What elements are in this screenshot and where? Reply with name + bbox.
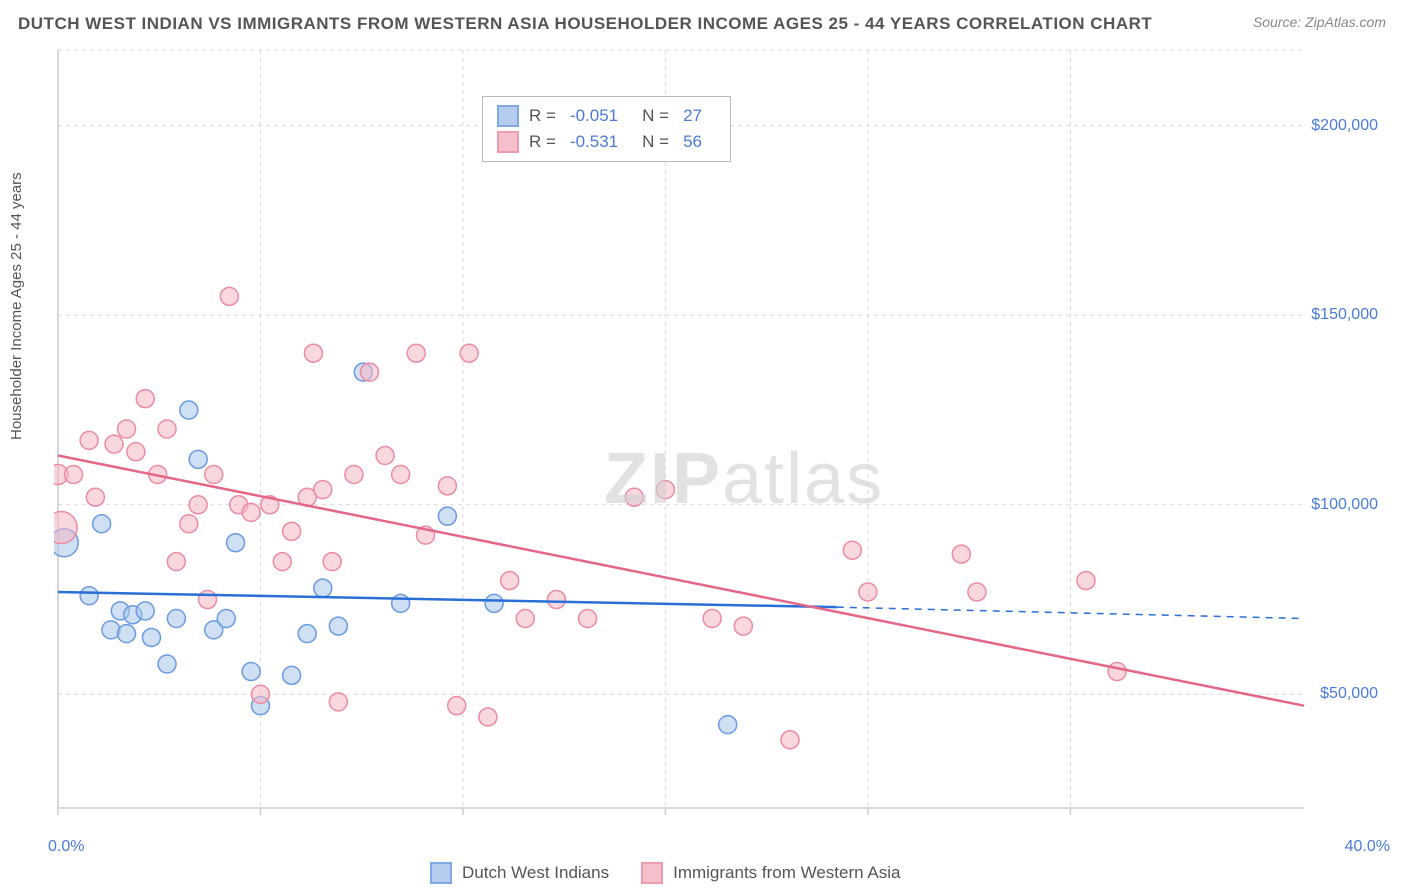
data-point xyxy=(314,481,332,499)
legend-swatch xyxy=(497,131,519,153)
data-point xyxy=(136,602,154,620)
data-point xyxy=(1108,663,1126,681)
legend-swatch xyxy=(497,105,519,127)
data-point xyxy=(180,401,198,419)
data-point xyxy=(968,583,986,601)
y-tick-label: $200,000 xyxy=(1311,117,1378,135)
data-point xyxy=(438,507,456,525)
data-point xyxy=(105,435,123,453)
data-point xyxy=(86,488,104,506)
data-point xyxy=(734,617,752,635)
legend-n-value: 56 xyxy=(683,132,702,152)
legend-swatch xyxy=(430,862,452,884)
legend-n-label: N = xyxy=(642,106,669,126)
legend-r-label: R = xyxy=(529,132,556,152)
data-point xyxy=(448,697,466,715)
data-point xyxy=(167,610,185,628)
data-point xyxy=(283,666,301,684)
data-point xyxy=(579,610,597,628)
data-point xyxy=(329,693,347,711)
legend-r-value: -0.531 xyxy=(570,132,618,152)
legend-swatch xyxy=(641,862,663,884)
y-tick-label: $150,000 xyxy=(1311,306,1378,324)
bottom-legend: Dutch West Indians Immigrants from Wester… xyxy=(430,862,900,884)
data-point xyxy=(703,610,721,628)
data-point xyxy=(656,481,674,499)
data-point xyxy=(167,553,185,571)
data-point xyxy=(361,363,379,381)
data-point xyxy=(485,594,503,612)
data-point xyxy=(392,594,410,612)
scatter-chart xyxy=(54,48,1384,828)
data-point xyxy=(80,431,98,449)
chart-title: DUTCH WEST INDIAN VS IMMIGRANTS FROM WES… xyxy=(18,14,1152,34)
x-axis-min: 0.0% xyxy=(48,838,84,856)
data-point xyxy=(719,716,737,734)
legend-n-value: 27 xyxy=(683,106,702,126)
data-point xyxy=(118,625,136,643)
data-point xyxy=(189,496,207,514)
legend-n-label: N = xyxy=(642,132,669,152)
data-point xyxy=(127,443,145,461)
data-point xyxy=(547,591,565,609)
data-point xyxy=(65,465,83,483)
data-point xyxy=(242,503,260,521)
data-point xyxy=(118,420,136,438)
data-point xyxy=(283,522,301,540)
data-point xyxy=(298,625,316,643)
data-point xyxy=(516,610,534,628)
data-point xyxy=(136,390,154,408)
data-point xyxy=(158,655,176,673)
y-tick-label: $100,000 xyxy=(1311,496,1378,514)
legend-row: R = -0.531 N = 56 xyxy=(497,129,716,155)
data-point xyxy=(407,344,425,362)
data-point xyxy=(220,287,238,305)
data-point xyxy=(142,628,160,646)
bottom-legend-label: Immigrants from Western Asia xyxy=(673,863,900,883)
data-point xyxy=(392,465,410,483)
data-point xyxy=(251,685,269,703)
legend-row: R = -0.051 N = 27 xyxy=(497,103,716,129)
data-point xyxy=(625,488,643,506)
data-point xyxy=(93,515,111,533)
data-point xyxy=(479,708,497,726)
data-point xyxy=(242,663,260,681)
data-point xyxy=(501,572,519,590)
data-point xyxy=(460,344,478,362)
data-point xyxy=(781,731,799,749)
data-point xyxy=(323,553,341,571)
data-point xyxy=(438,477,456,495)
correlation-legend: R = -0.051 N = 27 R = -0.531 N = 56 xyxy=(482,96,731,162)
plot-area: ZIPatlas R =-0.051N =27R =-0.531N =56 $5… xyxy=(54,48,1384,828)
data-point xyxy=(158,420,176,438)
data-point xyxy=(199,591,217,609)
bottom-legend-item: Dutch West Indians xyxy=(430,862,609,884)
data-point xyxy=(843,541,861,559)
data-point xyxy=(376,447,394,465)
y-axis-label: Householder Income Ages 25 - 44 years xyxy=(8,172,25,440)
source-label: Source: ZipAtlas.com xyxy=(1253,14,1386,30)
data-point xyxy=(273,553,291,571)
data-point xyxy=(329,617,347,635)
data-point xyxy=(217,610,235,628)
data-point xyxy=(1077,572,1095,590)
data-point xyxy=(859,583,877,601)
legend-r-label: R = xyxy=(529,106,556,126)
bottom-legend-item: Immigrants from Western Asia xyxy=(641,862,900,884)
data-point xyxy=(205,465,223,483)
data-point xyxy=(304,344,322,362)
legend-r-value: -0.051 xyxy=(570,106,618,126)
data-point xyxy=(80,587,98,605)
y-tick-label: $50,000 xyxy=(1320,685,1378,703)
data-point xyxy=(227,534,245,552)
data-point xyxy=(180,515,198,533)
data-point xyxy=(345,465,363,483)
data-point xyxy=(314,579,332,597)
regression-line xyxy=(58,592,837,607)
bottom-legend-label: Dutch West Indians xyxy=(462,863,609,883)
x-axis-max: 40.0% xyxy=(1345,838,1390,856)
data-point xyxy=(952,545,970,563)
data-point xyxy=(189,450,207,468)
